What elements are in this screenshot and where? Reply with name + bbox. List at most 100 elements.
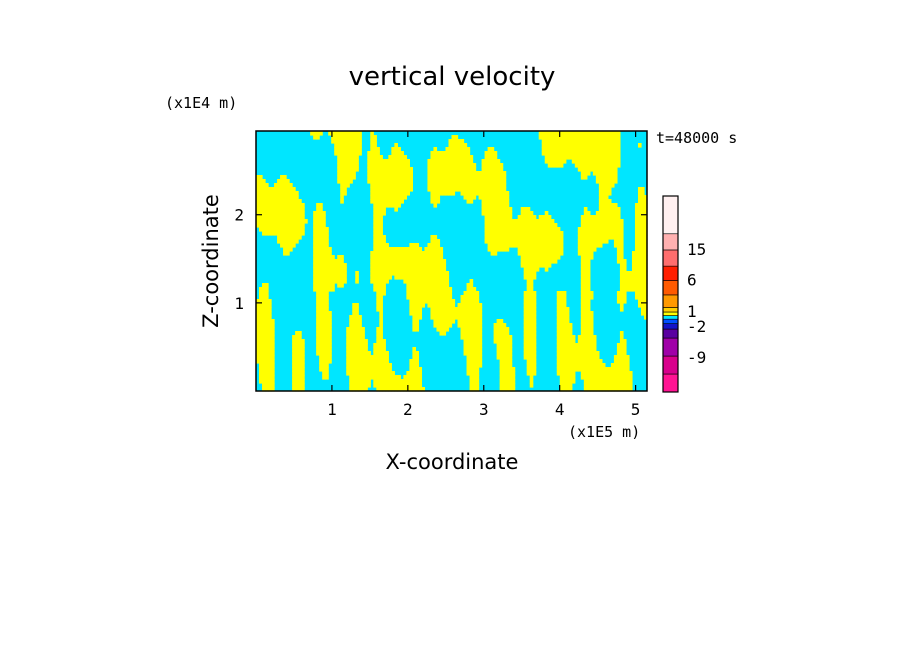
updraft-cell xyxy=(589,319,594,324)
chart-title: vertical velocity xyxy=(349,62,556,92)
updraft-cell xyxy=(580,147,585,152)
updraft-cell xyxy=(529,247,534,252)
updraft-cell xyxy=(532,251,537,256)
updraft-cell xyxy=(352,343,356,348)
updraft-cell xyxy=(379,359,383,364)
updraft-cell xyxy=(379,383,383,388)
updraft-cell xyxy=(475,383,480,388)
updraft-cell xyxy=(496,355,501,360)
updraft-cell xyxy=(586,215,591,220)
updraft-cell xyxy=(403,187,407,192)
updraft-cell xyxy=(274,207,278,212)
updraft-cell xyxy=(622,283,627,288)
updraft-cell xyxy=(640,243,645,248)
updraft-cell xyxy=(427,179,432,184)
updraft-cell xyxy=(463,319,468,324)
updraft-cell xyxy=(283,219,287,224)
updraft-cell xyxy=(637,251,642,256)
updraft-cell xyxy=(589,347,594,352)
updraft-cell xyxy=(583,323,588,328)
updraft-cell xyxy=(559,335,564,340)
updraft-cell xyxy=(265,223,269,228)
updraft-cell xyxy=(292,355,296,360)
updraft-cell xyxy=(454,171,459,176)
updraft-cell xyxy=(466,307,471,312)
updraft-cell xyxy=(316,323,320,328)
updraft-cell xyxy=(355,271,359,276)
updraft-cell xyxy=(268,347,272,352)
updraft-cell xyxy=(634,275,639,280)
updraft-cell xyxy=(544,135,549,140)
updraft-cell xyxy=(529,211,534,216)
updraft-cell xyxy=(613,147,618,152)
updraft-cell xyxy=(295,227,299,232)
updraft-cell xyxy=(583,275,588,280)
updraft-cell xyxy=(313,211,317,216)
updraft-cell xyxy=(352,147,356,152)
updraft-cell xyxy=(322,355,326,360)
updraft-cell xyxy=(469,339,474,344)
updraft-cell xyxy=(385,363,389,368)
updraft-cell xyxy=(634,207,639,212)
updraft-cell xyxy=(325,311,329,316)
updraft-cell xyxy=(448,175,453,180)
updraft-cell xyxy=(526,299,531,304)
updraft-cell xyxy=(379,319,383,324)
updraft-cell xyxy=(556,155,561,160)
updraft-cell xyxy=(577,147,582,152)
updraft-cell xyxy=(382,279,386,284)
updraft-cell xyxy=(514,227,519,232)
updraft-cell xyxy=(550,139,555,144)
updraft-cell xyxy=(361,371,365,376)
updraft-cell xyxy=(544,147,549,152)
updraft-cell xyxy=(550,243,555,248)
updraft-cell xyxy=(463,183,468,188)
updraft-cell xyxy=(496,171,501,176)
updraft-cell xyxy=(499,179,504,184)
updraft-cell xyxy=(565,339,570,344)
updraft-cell xyxy=(466,163,471,168)
updraft-cell xyxy=(382,371,386,376)
updraft-cell xyxy=(622,367,627,372)
updraft-cell xyxy=(262,223,266,228)
updraft-cell xyxy=(472,363,477,368)
updraft-cell xyxy=(385,275,389,280)
updraft-cell xyxy=(391,375,395,380)
updraft-cell xyxy=(526,255,531,260)
updraft-cell xyxy=(301,359,305,364)
updraft-cell xyxy=(595,147,600,152)
updraft-cell xyxy=(541,247,546,252)
updraft-cell xyxy=(376,239,380,244)
updraft-cell xyxy=(499,175,504,180)
updraft-cell xyxy=(451,183,456,188)
updraft-cell xyxy=(547,263,552,268)
updraft-cell xyxy=(343,171,347,176)
updraft-cell xyxy=(640,219,645,224)
updraft-cell xyxy=(367,359,371,364)
updraft-cell xyxy=(481,211,486,216)
updraft-cell xyxy=(292,339,296,344)
updraft-cell xyxy=(451,147,456,152)
y-axis-label: Z-coordinate xyxy=(199,194,223,328)
updraft-cell xyxy=(472,379,477,384)
updraft-cell xyxy=(523,303,528,308)
updraft-cell xyxy=(484,207,489,212)
updraft-cell xyxy=(262,283,266,288)
updraft-cell xyxy=(328,131,332,136)
updraft-cell xyxy=(325,283,329,288)
updraft-cell xyxy=(562,307,567,312)
updraft-cell xyxy=(379,367,383,372)
updraft-cell xyxy=(349,379,353,384)
updraft-cell xyxy=(379,203,383,208)
updraft-cell xyxy=(355,363,359,368)
updraft-cell xyxy=(322,303,326,308)
updraft-cell xyxy=(259,347,263,352)
updraft-cell xyxy=(541,259,546,264)
updraft-cell xyxy=(382,287,386,292)
updraft-cell xyxy=(352,307,356,312)
updraft-cell xyxy=(616,219,621,224)
updraft-cell xyxy=(391,259,395,264)
updraft-cell xyxy=(460,175,465,180)
updraft-cell xyxy=(412,243,417,248)
updraft-cell xyxy=(397,203,401,208)
